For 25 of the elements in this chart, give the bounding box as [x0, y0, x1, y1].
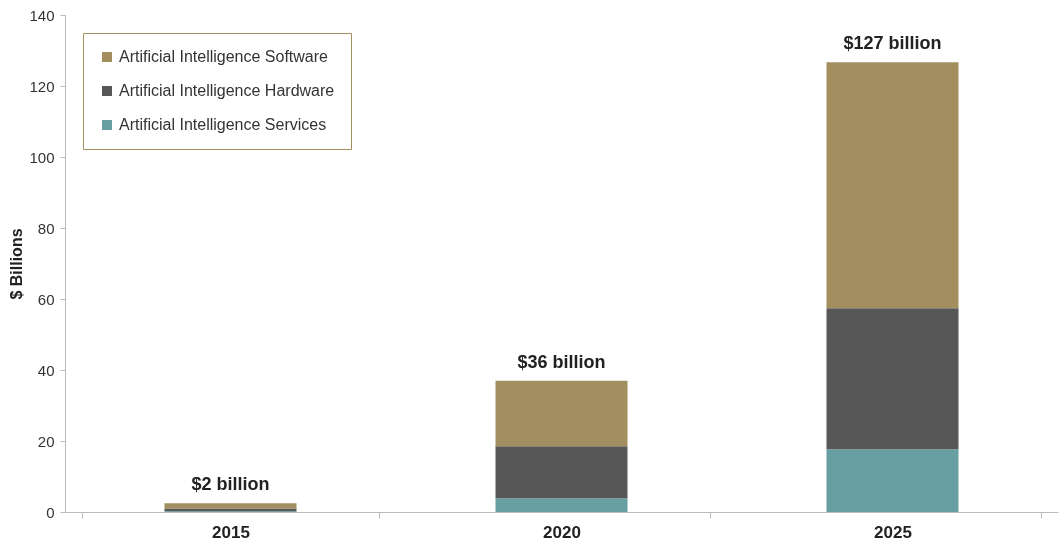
- y-tick-label: 140: [29, 6, 55, 24]
- bar: [826, 62, 959, 309]
- bar: [495, 380, 628, 447]
- y-tick-label: 40: [37, 361, 55, 379]
- y-tick-label: 120: [29, 77, 55, 95]
- x-tick-label: 2015: [212, 522, 250, 542]
- bar: [826, 308, 959, 450]
- bar: [826, 449, 959, 512]
- y-tick-label: 100: [29, 148, 55, 166]
- y-axis-title: $ Billions: [8, 228, 26, 300]
- x-tick-label: 2020: [543, 522, 581, 542]
- y-tick-label: 80: [37, 219, 55, 237]
- bar: [495, 498, 628, 512]
- x-tick-label: 2025: [874, 522, 912, 542]
- y-tick-label: 0: [46, 503, 55, 521]
- bar: [164, 503, 297, 509]
- total-label: $36 billion: [517, 351, 606, 372]
- total-label: $2 billion: [191, 474, 270, 495]
- legend-label: Artificial Intelligence Software: [119, 48, 329, 65]
- bar: [495, 446, 628, 499]
- legend-label: Artificial Intelligence Hardware: [119, 82, 335, 99]
- y-tick-label: 60: [37, 290, 55, 308]
- y-tick-label: 20: [37, 432, 55, 450]
- legend-label: Artificial Intelligence Services: [119, 116, 327, 133]
- total-label: $127 billion: [843, 33, 942, 54]
